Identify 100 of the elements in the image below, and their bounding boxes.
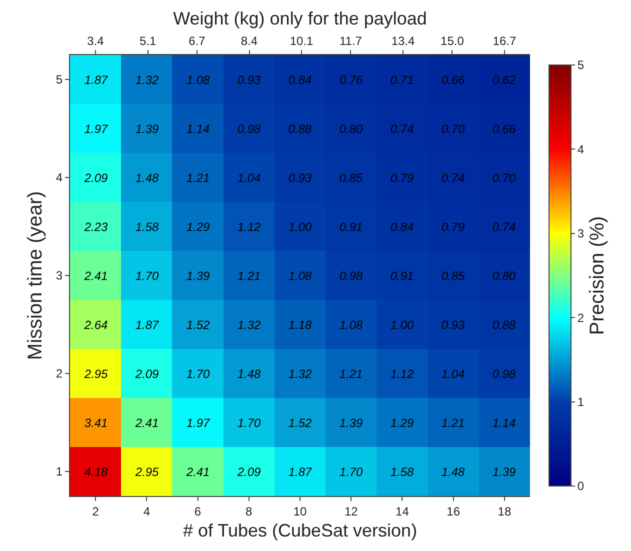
color-bar-label: 4 [577,142,584,156]
data-label: 1.32 [135,73,159,88]
data-label: 1.32 [288,367,312,382]
x2-tick-label: 15.0 [440,34,464,48]
data-label: 1.39 [339,416,363,430]
data-label: 0.62 [492,73,516,88]
data-label: 0.93 [288,171,312,186]
data-label: 1.39 [186,269,210,284]
data-label: 1.58 [135,220,159,234]
x-tick-label: 8 [246,504,253,518]
color-bar-label: 1 [577,395,584,409]
data-label: 2.09 [134,367,159,382]
data-label: 1.52 [288,416,312,430]
y-tick-label: 2 [56,366,63,381]
data-label: 0.66 [441,73,465,88]
data-label: 0.66 [492,122,516,136]
data-label: 1.32 [237,318,261,332]
data-label: 0.74 [492,220,516,234]
data-label: 1.00 [390,318,414,332]
color-bar-label: 3 [577,226,584,241]
data-label: 1.58 [390,465,414,480]
data-label: 2.09 [236,465,261,480]
y-axis-title: Mission time (year) [24,191,46,360]
x-tick-label: 14 [396,504,410,518]
data-label: 2.23 [83,220,108,234]
data-label: 1.08 [186,73,210,88]
data-label: 3.41 [84,416,108,430]
color-bar-title: Precision (%) [586,216,608,335]
data-label: 1.08 [288,269,312,284]
data-label: 1.21 [441,416,465,430]
data-label: 2.41 [185,465,210,480]
data-label: 1.48 [135,171,159,186]
x-tick-label: 2 [92,504,100,518]
data-label: 0.98 [237,122,261,136]
y-tick-label: 5 [56,72,63,87]
data-label: 0.79 [441,220,465,234]
data-label: 1.87 [288,465,313,480]
data-label: 0.71 [390,73,414,88]
y-tick-label: 1 [56,464,63,479]
data-label: 1.18 [288,318,312,332]
data-label: 1.29 [390,416,414,430]
data-label: 0.91 [390,269,414,284]
data-label: 1.48 [441,465,465,480]
data-label: 1.21 [186,171,210,186]
data-label: 0.84 [390,220,414,234]
data-label: 1.70 [237,416,261,430]
x2-tick-label: 8.4 [240,34,258,48]
data-label: 0.91 [339,220,363,234]
data-label: 1.12 [237,220,261,234]
data-label: 1.04 [237,171,261,186]
x-tick-label: 6 [194,504,202,518]
data-label: 0.70 [441,122,465,136]
data-label: 1.87 [84,73,109,88]
x-tick-label: 10 [293,504,307,518]
x2-tick-label: 11.7 [340,34,362,48]
data-label: 0.85 [339,171,363,186]
data-label: 1.97 [186,416,211,430]
x2-tick-label: 6.7 [188,34,206,48]
data-label: 1.08 [339,318,363,332]
data-label: 2.95 [134,465,159,480]
data-label: 0.98 [492,367,516,382]
data-label: 2.41 [134,416,159,430]
data-label: 0.76 [339,73,363,88]
data-label: 2.09 [83,171,108,186]
data-label: 1.70 [186,367,210,382]
data-label: 0.88 [288,122,312,136]
data-label: 1.04 [441,367,465,382]
data-label: 1.21 [237,269,261,284]
data-label: 1.21 [339,367,363,382]
y-tick-label: 4 [56,170,63,185]
x2-tick-label: 10.1 [290,34,314,48]
x2-tick-label: 16.7 [492,34,516,48]
x2-tick-label: 5.1 [139,34,156,48]
x2-tick-label: 3.4 [87,34,104,48]
x-tick-label: 4 [143,504,150,518]
data-label: 0.98 [339,269,363,284]
data-label: 0.70 [492,171,516,186]
data-label: 0.79 [390,171,414,186]
data-label: 1.52 [186,318,210,332]
data-label: 0.74 [390,122,414,136]
data-label: 4.18 [84,465,108,480]
data-label: 1.70 [135,269,159,284]
color-bar-label: 2 [577,310,584,325]
data-label: 1.87 [135,318,160,332]
x-tick-label: 12 [344,504,358,518]
data-label: 0.80 [492,269,516,284]
x-tick-label: 16 [446,504,460,518]
data-label: 1.00 [288,220,312,234]
data-label: 1.14 [492,416,516,430]
data-label: 2.95 [83,367,108,382]
data-label: 2.41 [83,269,108,284]
color-bar-label: 5 [577,58,584,72]
data-label: 0.93 [237,73,261,88]
x-axis-title: # of Tubes (CubeSat version) [182,520,418,540]
data-label: 1.97 [84,122,109,136]
data-label: 1.48 [237,367,261,382]
data-label: 1.29 [186,220,210,234]
data-label: 1.70 [339,465,363,480]
data-label: 0.84 [288,73,312,88]
x2-axis-title: Weight (kg) only for the payload [173,8,427,28]
